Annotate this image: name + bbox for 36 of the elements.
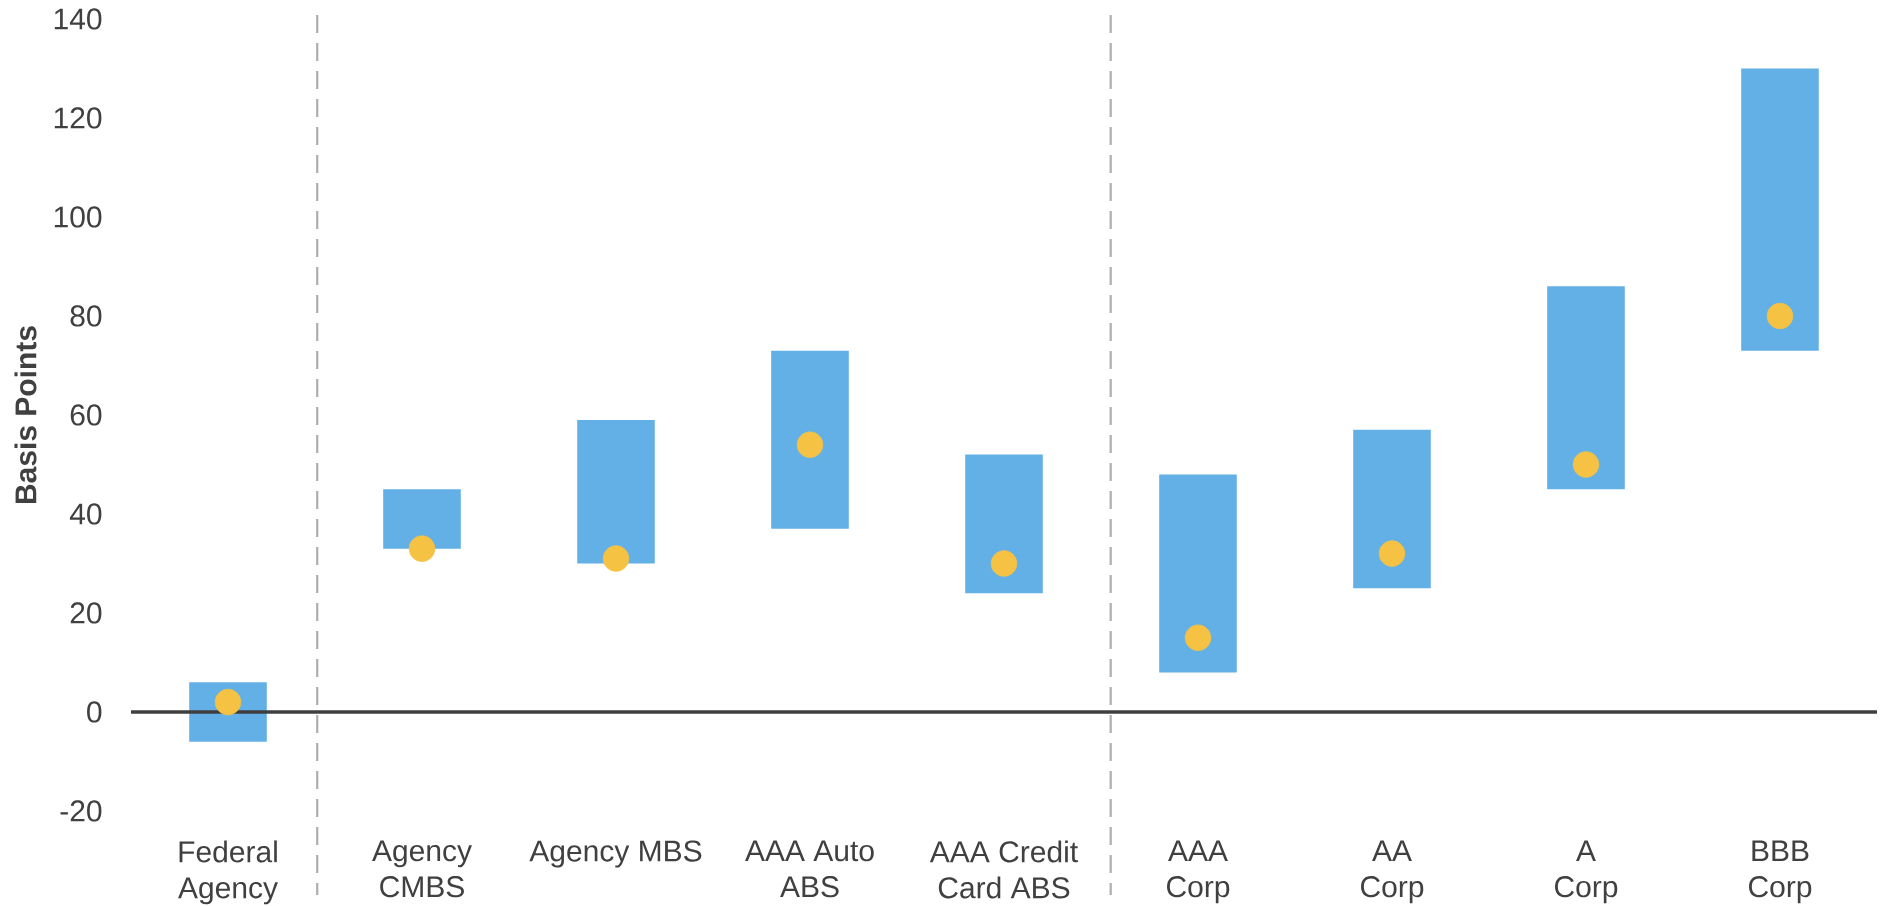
point <box>602 545 630 572</box>
y-tick-label: 0 <box>87 701 102 723</box>
point <box>1766 302 1794 330</box>
x-tick-label: AAA Credit Card ABS <box>929 840 1078 899</box>
bar <box>965 454 1043 594</box>
x-tick-label: AAA Auto ABS <box>745 840 874 898</box>
bar <box>1741 68 1819 351</box>
x-tick-label: Agency CMBS <box>372 840 472 898</box>
bar <box>383 489 461 549</box>
x-tick-label: AAA Corp <box>1167 840 1230 904</box>
bar <box>1353 429 1431 589</box>
point <box>1572 451 1600 478</box>
y-tick-label: 120 <box>54 107 102 129</box>
y-tick-label: 20 <box>70 602 102 624</box>
x-tick-label: Agency MBS <box>529 840 702 868</box>
bar <box>577 419 655 564</box>
point <box>1378 540 1406 567</box>
y-tick-label: 140 <box>54 8 102 30</box>
bar <box>1159 474 1237 673</box>
y-tick-label: 80 <box>70 305 102 327</box>
y-tick-label: -20 <box>60 800 102 822</box>
x-tick-label: Federal Agency <box>178 840 278 905</box>
y-tick-label: 100 <box>54 206 102 228</box>
bar <box>1547 286 1625 490</box>
y-tick-label: 40 <box>69 503 102 525</box>
x-tick-label: AA Corp <box>1361 840 1424 904</box>
point <box>214 688 242 716</box>
x-tick-label: BBB Corp <box>1749 840 1812 904</box>
point <box>990 550 1018 577</box>
point <box>408 535 436 562</box>
y-axis-title: Basis Points <box>14 326 37 504</box>
bar <box>771 350 849 529</box>
y-tick-label: 60 <box>70 404 102 426</box>
point <box>1184 624 1212 651</box>
x-tick-label: A Corp <box>1555 840 1618 904</box>
point <box>796 431 824 458</box>
